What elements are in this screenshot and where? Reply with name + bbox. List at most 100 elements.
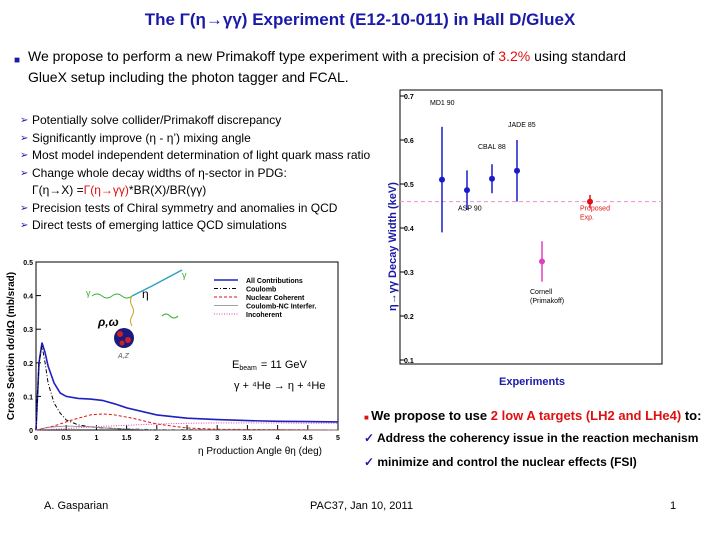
series-line bbox=[35, 413, 339, 431]
list-item: ➢ Precision tests of Chiral symmetry and … bbox=[20, 200, 380, 218]
cross-chart-ticks: 0 0.5 1 1.5 2 2.5 3 3.5 4 4.5 5 0 0.1 0.2 0.3 0.4 0.5 bbox=[23, 260, 340, 442]
cross-section-chart: 0 0.5 1 1.5 2 2.5 3 3.5 4 4.5 5 0 0.1 0.2 0.3 0.4 0.5 Al… bbox=[6, 260, 340, 457]
xtick-label: 2 bbox=[155, 435, 159, 442]
data-point bbox=[439, 176, 445, 183]
series-line bbox=[35, 425, 338, 431]
diagram-eta-label: η bbox=[142, 287, 149, 301]
decay-chart-xlabel: Experiments bbox=[499, 376, 565, 388]
point-label: MD1 90 bbox=[430, 100, 455, 107]
list-item: ✓ Address the coherency issue in the rea… bbox=[364, 431, 699, 445]
list-item: ➢ Significantly improve (η - η’) mixing a… bbox=[20, 130, 380, 148]
eta-line-icon bbox=[131, 285, 153, 297]
list-item: ➢ Most model independent determination of… bbox=[20, 147, 380, 165]
list-item-continuation: Γ(η→X) =Γ(η→γγ)*BR(X)/BR(γγ) bbox=[32, 183, 207, 197]
series-line bbox=[35, 342, 339, 431]
legend-label: Nuclear Coherent bbox=[246, 295, 305, 302]
list-item: ➢ Direct tests of emerging lattice QCD si… bbox=[20, 217, 380, 235]
ytick-label: 0.6 bbox=[404, 138, 414, 145]
ytick-label: 0.4 bbox=[23, 294, 33, 301]
arrow-bullet-icon: ➢ bbox=[20, 132, 29, 144]
nucleus-icon bbox=[114, 328, 134, 348]
xtick-label: 4 bbox=[276, 435, 280, 442]
list-item: ✓ minimize and control the nuclear effec… bbox=[364, 455, 637, 469]
ytick-label: 0.5 bbox=[404, 182, 414, 189]
decay-chart-ylabel: η→γγ Decay Width (keV) bbox=[387, 182, 399, 311]
ytick-label: 0.2 bbox=[404, 314, 414, 321]
cross-chart-lines bbox=[35, 342, 339, 431]
ytick-label: 0.1 bbox=[23, 394, 33, 401]
arrow-bullet-icon: ➢ bbox=[20, 220, 29, 231]
data-point bbox=[587, 198, 593, 205]
data-point bbox=[514, 167, 520, 174]
arrow-bullet-icon: ➢ bbox=[20, 115, 29, 126]
ytick-label: 0.5 bbox=[23, 260, 33, 267]
cross-chart-frame bbox=[35, 261, 339, 431]
square-bullet-icon: ■ bbox=[14, 55, 21, 66]
xtick-label: 3.5 bbox=[243, 435, 253, 442]
page-title: The Γ(η→γγ) Experiment (E12-10-011) in H… bbox=[144, 10, 576, 29]
diagram-az-label: A,Z bbox=[117, 353, 130, 360]
data-point bbox=[539, 258, 545, 265]
footer-author: A. Gasparian bbox=[44, 500, 109, 512]
xtick-label: 3 bbox=[215, 435, 219, 442]
decay-chart-points: MD1 90 ASP 90 CBAL 88 JADE 85 Cornell (Primak… bbox=[430, 100, 610, 305]
cross-chart-xlabel: η Production Angle θη (deg) bbox=[198, 446, 322, 457]
diagram-rho-label: ρ,ω bbox=[97, 315, 119, 329]
svg-text:γ: γ bbox=[182, 270, 187, 280]
footer-page-number: 1 bbox=[670, 500, 677, 512]
legend-label: Coulomb bbox=[246, 287, 276, 294]
ytick-label: 0 bbox=[29, 428, 33, 435]
proposal-headline: ■ We propose to use 2 low A targets (LH2… bbox=[364, 408, 702, 423]
ytick-label: 0.7 bbox=[404, 94, 414, 101]
xtick-label: 4.5 bbox=[303, 435, 313, 442]
xtick-label: 0.5 bbox=[61, 435, 71, 442]
intro-precision: 3.2% bbox=[498, 48, 531, 64]
point-label: Exp. bbox=[580, 214, 594, 221]
xtick-label: 2.5 bbox=[182, 435, 192, 442]
data-point bbox=[464, 187, 470, 194]
point-label: Cornell bbox=[530, 289, 553, 296]
point-label: CBAL 88 bbox=[478, 144, 506, 151]
arrow-bullet-icon: ➢ bbox=[20, 150, 29, 161]
ytick-label: 0.1 bbox=[404, 358, 414, 365]
decay-chart-frame bbox=[399, 89, 663, 365]
photon-line-icon bbox=[91, 293, 133, 299]
reaction-diagram: η ρ,ω γ γ A,Z bbox=[86, 269, 187, 360]
xtick-label: 5 bbox=[336, 435, 340, 442]
point-label: ASP 90 bbox=[458, 205, 482, 212]
exchange-line-icon bbox=[130, 295, 134, 327]
intro-line2: GlueX setup including the photon tagger … bbox=[28, 69, 349, 85]
xtick-label: 1 bbox=[94, 435, 98, 442]
data-point bbox=[489, 175, 495, 182]
proposal-summary: ■ We propose to use 2 low A targets (LH2… bbox=[364, 408, 714, 469]
xtick-label: 0 bbox=[34, 435, 38, 442]
intro-part1: We propose to perform a new Primakoff ty… bbox=[28, 48, 499, 64]
ebeam-label: Ebeam = 11 GeV bbox=[232, 359, 307, 372]
point-label: (Primakoff) bbox=[530, 298, 564, 305]
decay-chart-yticks: 0.1 0.2 0.3 0.4 0.5 0.6 0.7 bbox=[400, 94, 414, 365]
diagram-gamma-label: γ bbox=[86, 288, 91, 298]
legend-label: Coulomb-NC Interfer. bbox=[246, 304, 316, 311]
point-label: Proposed bbox=[580, 205, 610, 212]
legend-label: All Contributions bbox=[246, 278, 303, 285]
ytick-label: 0.4 bbox=[404, 226, 414, 233]
footer-event: PAC37, Jan 10, 2011 bbox=[310, 500, 413, 512]
cross-chart-ylabel: Cross Section dσ/dΩ (mb/srad) bbox=[6, 272, 17, 420]
list-item: ➢ Change whole decay widths of η-sector i… bbox=[20, 165, 380, 183]
checkmark-icon: ✓ bbox=[364, 455, 378, 469]
list-item: ➢ Potentially solve collider/Primakoff di… bbox=[20, 112, 380, 130]
series-line bbox=[35, 422, 338, 431]
ytick-label: 0.2 bbox=[23, 361, 33, 368]
reaction-label: γ + ⁴He → η + ⁴He bbox=[234, 380, 325, 392]
intro-text: We propose to perform a new Primakoff ty… bbox=[28, 46, 628, 88]
ytick-label: 0.3 bbox=[404, 270, 414, 277]
motivation-list: ➢ Potentially solve collider/Primakoff di… bbox=[20, 112, 380, 235]
legend-label: Incoherent bbox=[246, 312, 282, 319]
decay-width-chart: 0.1 0.2 0.3 0.4 0.5 0.6 0.7 MD1 90 ASP 90 CBAL 8… bbox=[387, 89, 663, 388]
checkmark-icon: ✓ bbox=[364, 431, 377, 445]
arrow-bullet-icon: ➢ bbox=[20, 202, 29, 214]
ytick-label: 0.3 bbox=[23, 327, 33, 334]
square-bullet-icon: ■ bbox=[364, 413, 372, 422]
point-label: JADE 85 bbox=[508, 122, 536, 129]
